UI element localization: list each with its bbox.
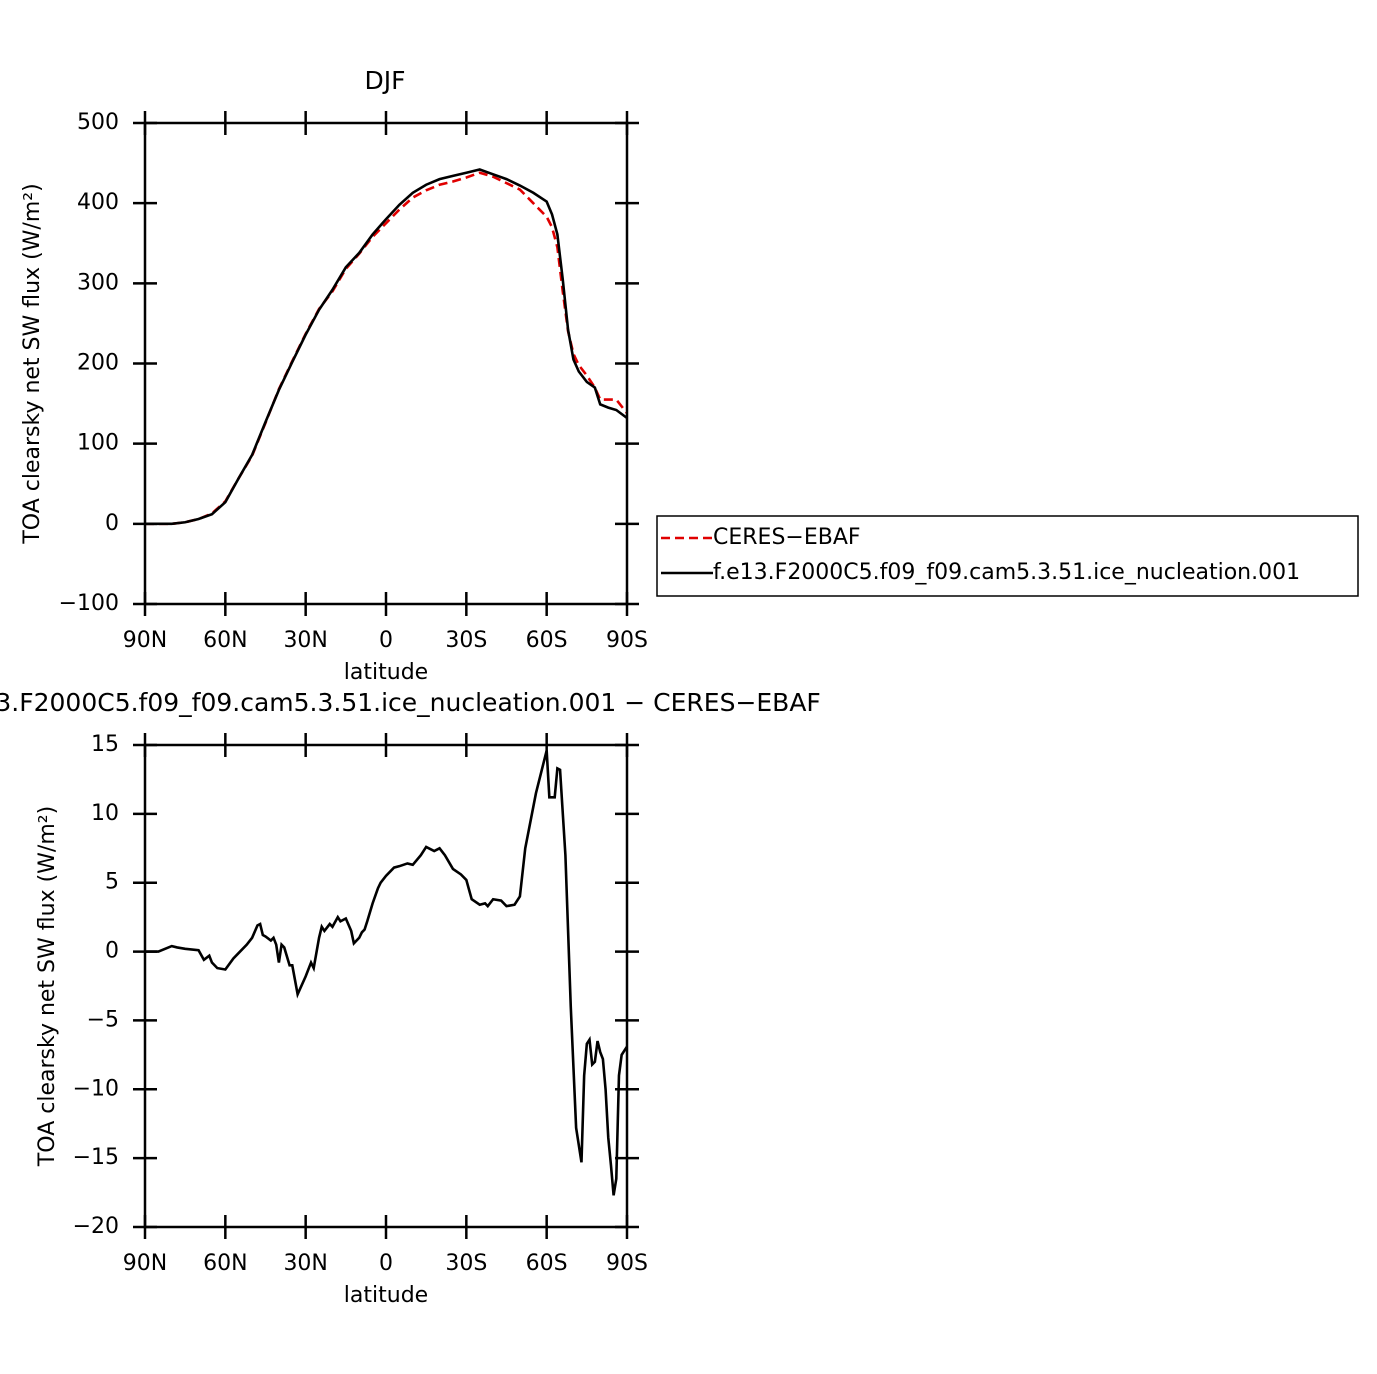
x-tick-label: 90S [606, 628, 648, 653]
y-axis-label: TOA clearsky net SW flux (W/m²) [35, 806, 60, 1167]
y-tick-label: −5 [87, 1007, 119, 1032]
x-tick-label: 30S [445, 628, 487, 653]
legend-label: f.e13.F2000C5.f09_f09.cam5.3.51.ice_nucl… [713, 560, 1300, 585]
x-tick-label: 0 [379, 628, 393, 653]
y-tick-label: 300 [77, 270, 119, 295]
y-tick-label: 0 [105, 939, 119, 964]
y-tick-label: 100 [77, 431, 119, 456]
plot-frame [143, 743, 629, 1229]
y-tick-label: 400 [77, 190, 119, 215]
x-tick-label: 60N [203, 1251, 247, 1276]
data-line [145, 750, 629, 1196]
y-tick-label: 0 [105, 511, 119, 536]
plot-frame [143, 121, 629, 606]
x-tick-label: 90S [606, 1251, 648, 1276]
data-line [145, 168, 628, 526]
legend-label: CERES−EBAF [713, 525, 861, 550]
y-tick-label: 5 [105, 870, 119, 895]
y-tick-label: 15 [91, 732, 119, 757]
x-tick-label: 30N [283, 1251, 327, 1276]
x-axis-label: latitude [344, 660, 428, 685]
y-axis-label: TOA clearsky net SW flux (W/m²) [20, 183, 45, 544]
x-tick-label: 90N [123, 1251, 167, 1276]
y-tick-label: −15 [73, 1145, 119, 1170]
y-tick-label: 200 [77, 351, 119, 376]
chart-title: DJF [364, 66, 405, 95]
x-tick-label: 30N [283, 628, 327, 653]
x-tick-label: 90N [123, 628, 167, 653]
x-tick-label: 60S [526, 628, 568, 653]
y-tick-label: −100 [59, 591, 119, 616]
x-tick-label: 30S [445, 1251, 487, 1276]
y-tick-label: −10 [73, 1076, 119, 1101]
y-tick-label: 10 [91, 801, 119, 826]
x-tick-label: 0 [379, 1251, 393, 1276]
x-tick-label: 60S [526, 1251, 568, 1276]
legend-box [656, 515, 1359, 597]
y-tick-label: 500 [77, 110, 119, 135]
y-tick-label: −20 [73, 1214, 119, 1239]
chart-title: f.e13.F2000C5.f09_f09.cam5.3.51.ice_nucl… [0, 688, 821, 717]
x-axis-label: latitude [344, 1283, 428, 1308]
x-tick-label: 60N [203, 628, 247, 653]
